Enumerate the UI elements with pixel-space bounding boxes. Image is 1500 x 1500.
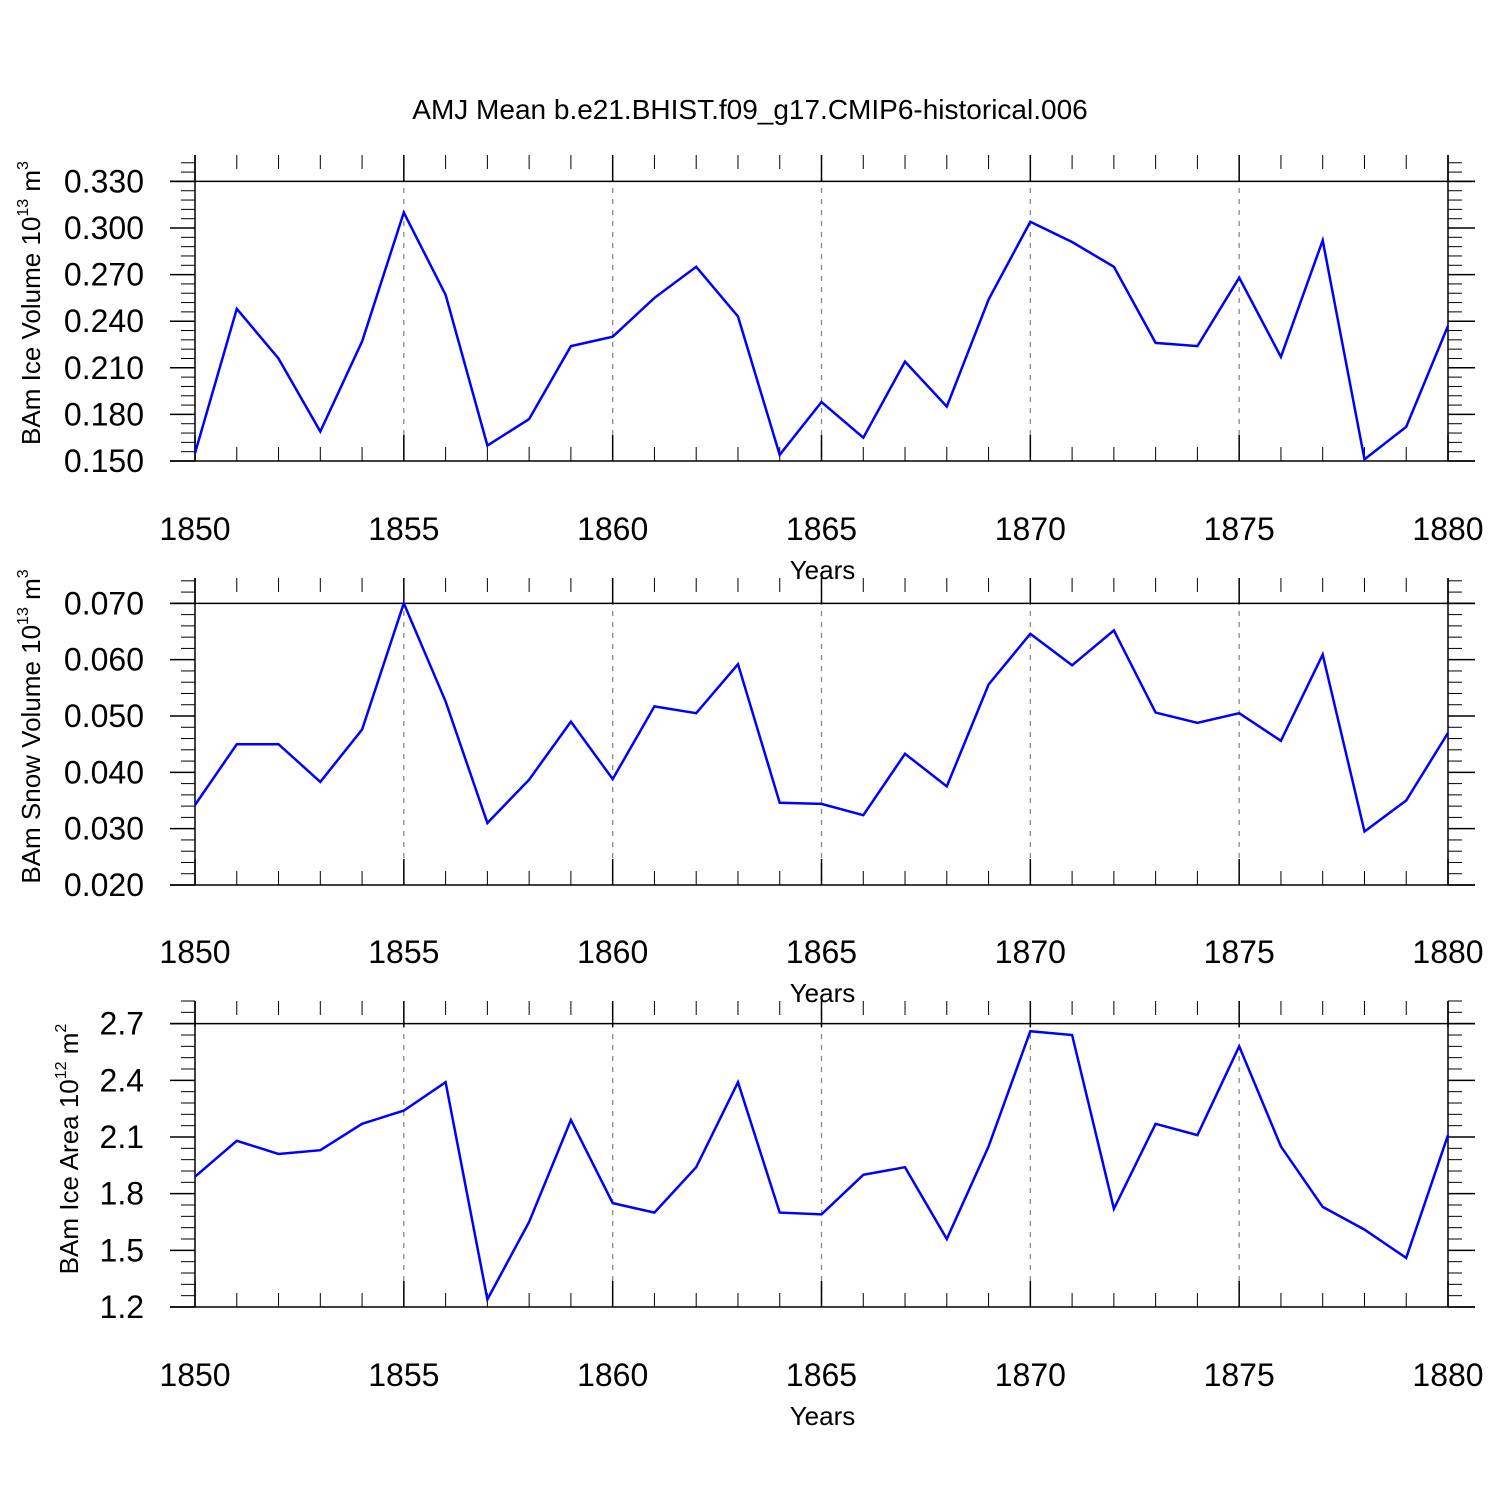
y-tick-label: 2.4 [100, 1062, 144, 1098]
data-series-line [193, 599, 1450, 834]
y-axis-label: BAm Ice Volume 1013 m3 [15, 161, 46, 445]
chart-title: AMJ Mean b.e21.BHIST.f09_g17.CMIP6-histo… [412, 94, 1087, 125]
y-tick-label: 2.1 [100, 1119, 144, 1155]
y-tick-label: 0.210 [64, 350, 144, 386]
x-tick-label: 1865 [786, 511, 857, 547]
x-tick-label: 1865 [786, 1357, 857, 1393]
x-axis-label: Years [790, 555, 856, 585]
x-tick-label: 1875 [1204, 511, 1275, 547]
x-tick-label: 1870 [995, 1357, 1066, 1393]
y-tick-label: 0.020 [64, 867, 144, 903]
y-tick-label: 0.040 [64, 754, 144, 790]
x-tick-label: 1880 [1412, 934, 1483, 970]
x-tick-label: 1870 [995, 934, 1066, 970]
y-tick-label: 2.7 [100, 1006, 144, 1042]
x-tick-label: 1875 [1204, 1357, 1275, 1393]
y-tick-label: 0.270 [64, 257, 144, 293]
x-tick-label: 1850 [159, 934, 230, 970]
y-tick-label: 1.5 [100, 1232, 144, 1268]
x-tick-label: 1875 [1204, 934, 1275, 970]
x-axis-label: Years [790, 978, 856, 1008]
x-tick-label: 1870 [995, 511, 1066, 547]
x-tick-label: 1865 [786, 934, 857, 970]
panel-3: 1.2 1.5 1.8 2.1 2.4 2.7 1850 1855 1860 1865 1870 18… [53, 1000, 1484, 1431]
y-axis-label: BAm Snow Volume 1013 m3 [15, 569, 46, 883]
y-tick-label: 0.050 [64, 698, 144, 734]
y-tick-label: 0.330 [64, 163, 144, 199]
x-tick-label: 1850 [159, 511, 230, 547]
x-tick-label: 1855 [368, 511, 439, 547]
y-tick-label: 0.030 [64, 811, 144, 847]
y-tick-label: 0.180 [64, 396, 144, 432]
y-tick-label: 0.060 [64, 642, 144, 678]
panel-2: 0.020 0.030 0.040 0.050 0.060 0.070 1850 1855 18… [15, 569, 1484, 1008]
y-axis-label: BAm Ice Area 1012 m2 [53, 1024, 84, 1275]
x-tick-label: 1880 [1412, 511, 1483, 547]
x-tick-label: 1850 [159, 1357, 230, 1393]
y-tick-label: 0.070 [64, 585, 144, 621]
data-series-line [193, 209, 1450, 462]
x-tick-label: 1860 [577, 511, 648, 547]
x-axis-label: Years [790, 1401, 856, 1431]
x-tick-label: 1860 [577, 934, 648, 970]
x-tick-label: 1860 [577, 1357, 648, 1393]
x-tick-label: 1855 [368, 934, 439, 970]
x-tick-label: 1855 [368, 1357, 439, 1393]
data-series-line [194, 1029, 1450, 1304]
panel-1: 0.150 0.180 0.210 0.240 0.270 0.300 0.330 1850 1… [15, 155, 1484, 585]
y-tick-label: 1.8 [100, 1176, 144, 1212]
y-tick-label: 1.2 [100, 1289, 144, 1325]
y-tick-label: 0.240 [64, 303, 144, 339]
y-tick-label: 0.300 [64, 210, 144, 246]
y-tick-label: 0.150 [64, 443, 144, 479]
x-tick-label: 1880 [1412, 1357, 1483, 1393]
